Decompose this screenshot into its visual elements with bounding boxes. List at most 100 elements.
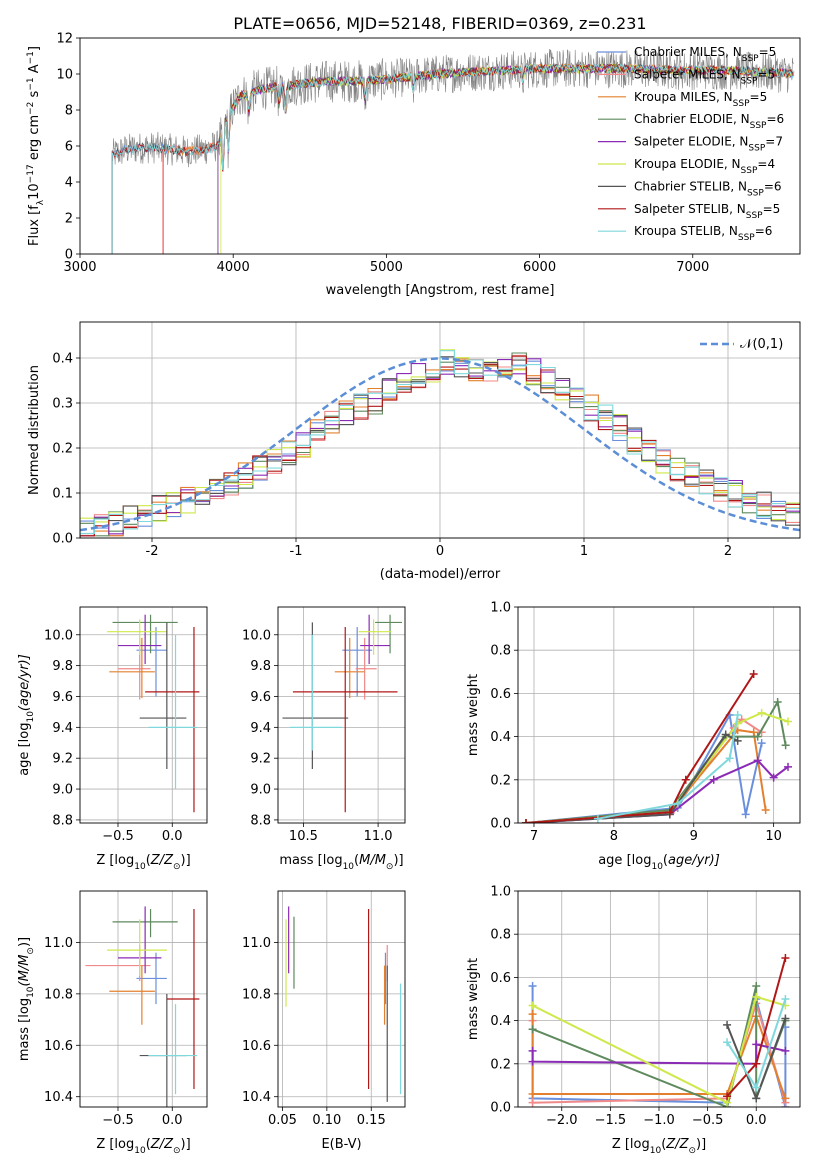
weight-line xyxy=(525,711,789,823)
label-part: Z/Z xyxy=(150,853,174,868)
weight-marker xyxy=(749,669,758,678)
x-tick-label: 7 xyxy=(530,829,538,844)
y-tick-label: 0.4 xyxy=(490,730,511,745)
y-tick-label: 0.1 xyxy=(52,487,73,502)
y-tick-label: 8.8 xyxy=(52,813,73,828)
axes-weight-vs-Z: −2.0 −1.5 −1.0 −0.5 0.0 0.0 0.2 0.4 0.6 0.8 1.0 xyxy=(490,885,800,1128)
label-part: SSP xyxy=(742,54,759,64)
weight-marker xyxy=(752,982,761,991)
y-axis-label: age [log10(age/yr)] xyxy=(17,654,36,776)
weight-marker xyxy=(673,799,682,808)
weight-marker xyxy=(769,773,778,782)
label-part: 10 xyxy=(26,986,36,998)
weight-marker xyxy=(781,1014,790,1023)
weight-marker xyxy=(723,1092,732,1101)
weight-marker xyxy=(752,1083,761,1092)
weight-marker xyxy=(741,810,750,819)
y-tick-label: 9.4 xyxy=(250,721,271,736)
y-tick-label: 0.0 xyxy=(52,532,73,547)
weight-marker xyxy=(528,1090,537,1099)
weight-marker xyxy=(752,1094,761,1103)
x-axis-label: Z [log10(Z/Z⊙)] xyxy=(96,1137,190,1156)
y-tick-label: 8.8 xyxy=(250,813,271,828)
weight-marker xyxy=(723,1038,732,1047)
label-part: 10 xyxy=(343,862,355,872)
label-part: 10 xyxy=(134,862,146,872)
x-tick-label: 0.10 xyxy=(312,1113,341,1128)
y-tick-label: 10.6 xyxy=(44,1039,73,1054)
label-part: A xyxy=(27,64,42,77)
x-axis-label: Z [log10(Z/Z⊙)] xyxy=(612,1137,706,1156)
label-part: Salpeter STELIB, N xyxy=(634,202,746,216)
legend-label: Salpeter STELIB, NSSP=5 xyxy=(634,202,780,221)
y-axis-label: mass [log10(M/M⊙)] xyxy=(17,937,36,1061)
x-tick-label: −2.0 xyxy=(546,1113,578,1128)
y-tick-label: 9.6 xyxy=(52,690,73,705)
label-part: λ xyxy=(36,199,46,205)
weight-line xyxy=(597,714,739,820)
y-tick-label: 1.0 xyxy=(490,885,511,900)
weight-marker xyxy=(784,762,793,771)
y-axis-label: mass weight xyxy=(466,958,481,1040)
weight-marker xyxy=(757,708,766,717)
y-tick-label: 9.0 xyxy=(52,783,73,798)
label-part: Kroupa ELODIE, N xyxy=(634,157,741,171)
label-part: SSP xyxy=(747,188,764,198)
x-tick-label: 6000 xyxy=(523,260,556,275)
y-tick-label: 12 xyxy=(56,32,73,47)
label-part: Salpeter ELODIE, N xyxy=(634,135,748,149)
axes-residuals: -2 -1 0 1 2 0.0 0.1 0.2 0.3 0.4 xyxy=(52,322,800,559)
label-part: mass [log xyxy=(17,998,32,1061)
legend-label: Salpeter ELODIE, NSSP=7 xyxy=(634,135,783,154)
x-tick-label: 0.0 xyxy=(162,829,183,844)
label-part: −2 xyxy=(26,102,36,115)
axes-frame xyxy=(79,321,801,539)
weight-marker xyxy=(681,775,690,784)
y-axis-label: Flux [fλ10−17 erg cm−2 s−1 A−1] xyxy=(26,46,46,246)
x-tick-label: 7000 xyxy=(676,260,709,275)
label-part: −1 xyxy=(26,77,36,90)
residual-histogram xyxy=(80,355,800,538)
x-tick-label: 10.5 xyxy=(289,829,318,844)
label-part: ⊙ xyxy=(688,1146,696,1156)
plot-area xyxy=(80,349,800,538)
label-part: −1 xyxy=(26,51,36,64)
label-part: )] xyxy=(17,937,32,947)
legend-label: Kroupa MILES, NSSP=5 xyxy=(634,90,767,109)
x-tick-label: -2 xyxy=(146,544,159,559)
y-tick-label: 11.0 xyxy=(242,936,271,951)
weight-marker xyxy=(761,806,770,815)
axes-mass-vs-Z: −0.5 0.0 10.4 10.6 10.8 11.0 xyxy=(44,891,207,1128)
label-part: SSP xyxy=(750,121,767,131)
weight-marker xyxy=(753,756,762,765)
label-part: Z/Z xyxy=(665,1137,689,1152)
y-tick-label: 8 xyxy=(65,104,73,119)
label-part: SSP xyxy=(746,211,763,221)
label-part: 10 xyxy=(650,1146,662,1156)
x-tick-label: 1 xyxy=(580,544,588,559)
x-tick-label: 4000 xyxy=(217,260,250,275)
weight-marker xyxy=(781,953,790,962)
label-part: Flux [f xyxy=(27,205,42,246)
weight-marker xyxy=(528,1098,537,1107)
x-tick-label: 0.0 xyxy=(162,1113,183,1128)
x-tick-label: 11.0 xyxy=(364,829,393,844)
weight-marker xyxy=(528,982,537,991)
y-tick-label: 0.2 xyxy=(490,773,511,788)
y-tick-label: 0.2 xyxy=(490,1057,511,1072)
y-tick-label: 0.4 xyxy=(490,1014,511,1029)
axes-age-vs-mass: 10.5 11.0 8.8 9.0 9.2 9.4 9.6 9.8 10.0 xyxy=(242,607,405,844)
weight-marker xyxy=(781,1046,790,1055)
weight-marker xyxy=(725,754,734,763)
label-part: SSP xyxy=(741,166,758,176)
x-tick-label: −0.5 xyxy=(102,1113,134,1128)
weight-marker xyxy=(773,698,782,707)
weight-marker xyxy=(733,736,742,745)
label-part: mass [log xyxy=(279,853,342,868)
label-part: Chabrier STELIB, N xyxy=(634,179,747,193)
label-part: ] xyxy=(27,46,42,51)
weight-marker xyxy=(752,1059,761,1068)
label-part: =7 xyxy=(765,135,783,149)
label-part: (M/M xyxy=(17,955,32,987)
y-tick-label: 10.4 xyxy=(44,1090,73,1105)
